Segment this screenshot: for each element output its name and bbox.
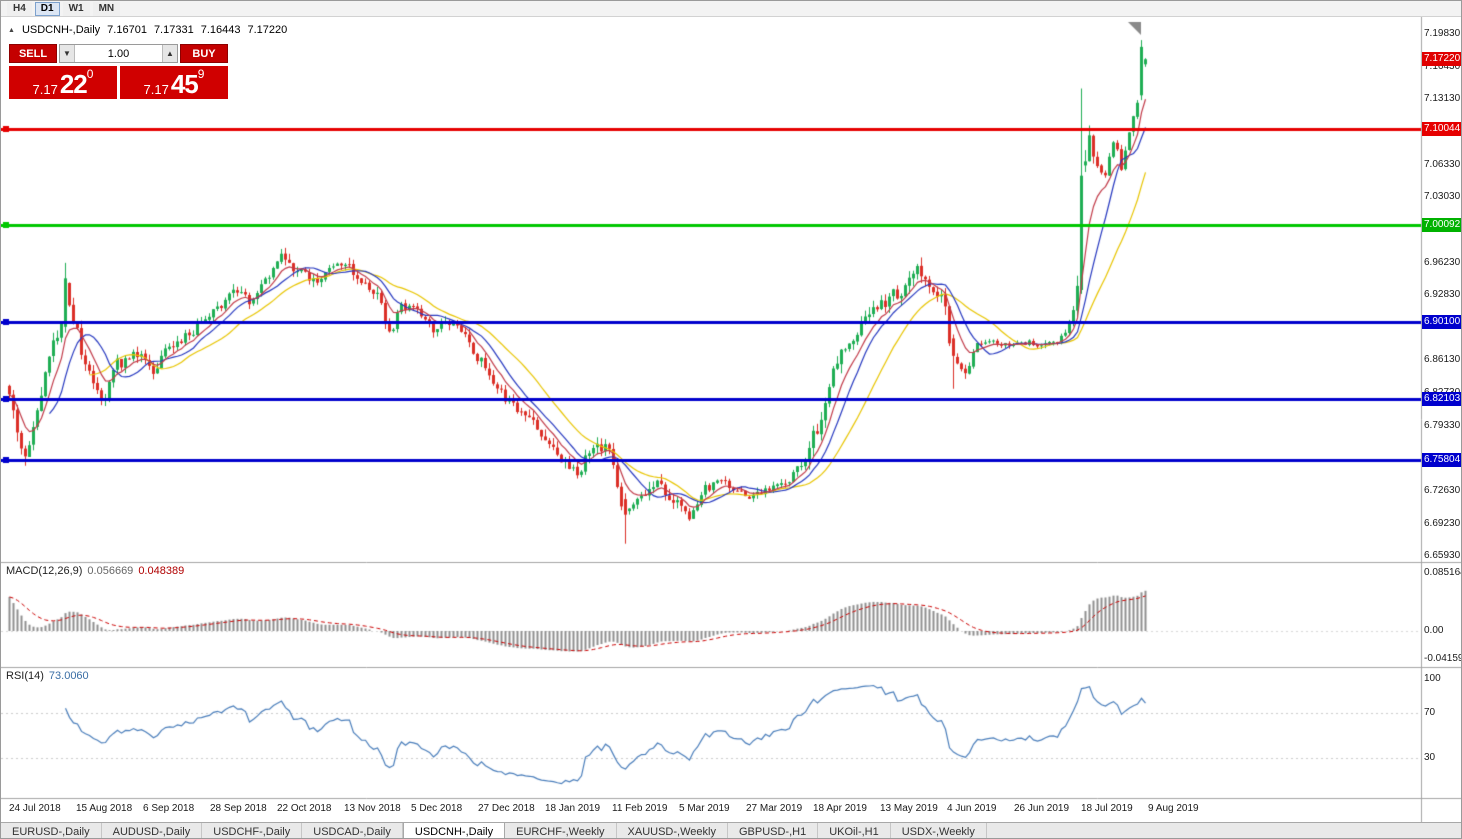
price-tick-label: 6.72630 <box>1424 485 1461 497</box>
timeframe-button-w1[interactable]: W1 <box>62 1 90 16</box>
one-click-trading-widget: SELL ▼ ▲ BUY 7.17 22 0 7.17 45 9 <box>9 44 228 99</box>
tab-gbpusd-h1[interactable]: GBPUSD-,H1 <box>728 823 819 838</box>
date-label: 22 Oct 2018 <box>277 803 332 814</box>
timeframe-button-d1[interactable]: D1 <box>34 1 60 16</box>
ask-price-main: 45 <box>170 69 199 99</box>
price-tick-label: 6.96230 <box>1424 256 1461 268</box>
ohlc-open-value: 7.16701 <box>107 24 147 36</box>
tab-usdcnh-daily[interactable]: USDCNH-,Daily <box>402 823 506 838</box>
date-label: 9 Aug 2019 <box>1148 803 1199 814</box>
volume-spinner: ▼ ▲ <box>59 44 178 63</box>
volume-input[interactable] <box>75 45 162 62</box>
date-label: 24 Jul 2018 <box>9 803 61 814</box>
trade-prices-row: 7.17 22 0 7.17 45 9 <box>9 66 228 99</box>
tab-audusd-daily[interactable]: AUDUSD-,Daily <box>102 823 203 838</box>
date-label: 11 Feb 2019 <box>612 803 668 814</box>
date-label: 4 Jun 2019 <box>947 803 997 814</box>
price-scale[interactable]: 7.19830 7.16430 7.13130 7.06330 7.03030 6.962… <box>1422 17 1461 822</box>
price-tick-label: 7.03030 <box>1424 190 1461 202</box>
ask-price-prefix: 7.17 <box>143 82 169 97</box>
macd-signal-value: 0.048389 <box>138 565 185 577</box>
tab-usdcad-daily[interactable]: USDCAD-,Daily <box>302 823 403 838</box>
macd-scale-label: 0.085164 <box>1424 567 1462 578</box>
tab-ukoil-h1[interactable]: UKOil-,H1 <box>818 823 891 838</box>
ohlc-low-value: 7.16443 <box>200 24 241 36</box>
date-axis[interactable]: 24 Jul 2018 15 Aug 2018 6 Sep 2018 28 Sep 2… <box>1 801 1421 819</box>
chart-tabs-bar: EURUSD-,Daily AUDUSD-,Daily USDCHF-,Daily U… <box>1 822 1461 838</box>
price-tick-label: 7.16430 <box>1424 60 1461 72</box>
price-tick-label: 7.06330 <box>1424 158 1461 170</box>
tab-xauusd-weekly[interactable]: XAUUSD-,Weekly <box>617 823 728 838</box>
price-level-badge: 6.90100 <box>1422 314 1461 329</box>
price-tick-label: 7.19830 <box>1424 28 1461 39</box>
date-label: 15 Aug 2018 <box>76 803 133 814</box>
price-level-badge: 7.10044 <box>1422 121 1461 136</box>
macd-scale-label: -0.041597 <box>1424 653 1461 665</box>
date-label: 27 Mar 2019 <box>746 803 803 814</box>
sell-button[interactable]: SELL <box>9 44 57 63</box>
date-label: 18 Jul 2019 <box>1081 803 1133 814</box>
bid-price-main: 22 <box>59 69 88 99</box>
price-tick-label: 6.92830 <box>1424 289 1461 301</box>
date-label: 26 Jun 2019 <box>1014 803 1070 814</box>
tab-eurusd-daily[interactable]: EURUSD-,Daily <box>1 823 102 838</box>
buy-price-button[interactable]: 7.17 45 9 <box>120 66 228 99</box>
macd-label: MACD(12,26,9) <box>6 565 83 577</box>
volume-decrease-button[interactable]: ▼ <box>60 45 75 62</box>
volume-increase-button[interactable]: ▲ <box>162 45 177 62</box>
price-level-badge: 6.82103 <box>1422 392 1461 407</box>
date-label: 27 Dec 2018 <box>478 803 535 814</box>
chart-header: ▲ USDCNH-,Daily 7.16701 7.17331 7.16443 … <box>8 24 287 36</box>
collapse-panel-icon[interactable]: ▲ <box>8 26 15 34</box>
price-tick-label: 6.86130 <box>1424 354 1461 366</box>
ask-price-pip: 9 <box>197 67 205 81</box>
chart-symbol-label: USDCNH-,Daily <box>21 24 101 36</box>
price-level-badge: 6.75804 <box>1422 453 1461 468</box>
price-tick-label: 6.65930 <box>1424 550 1461 561</box>
rsi-label: RSI(14) <box>6 670 44 682</box>
macd-indicator-label: MACD(12,26,9) 0.056669 0.048389 <box>6 565 184 577</box>
macd-scale-label: 0.00 <box>1424 625 1444 636</box>
ohlc-high-value: 7.17331 <box>153 24 194 36</box>
date-label: 5 Mar 2019 <box>679 803 730 814</box>
tab-usdx-weekly[interactable]: USDX-,Weekly <box>891 823 987 838</box>
price-level-badge: 7.17220 <box>1422 52 1461 67</box>
price-tick-label: 7.13130 <box>1424 92 1461 104</box>
timeframe-button-mn[interactable]: MN <box>92 1 121 16</box>
sell-price-button[interactable]: 7.17 22 0 <box>9 66 117 99</box>
tab-eurchf-weekly[interactable]: EURCHF-,Weekly <box>505 823 617 838</box>
rsi-scale-label: 100 <box>1424 673 1441 685</box>
date-label: 18 Apr 2019 <box>813 803 867 814</box>
rsi-scale-label: 70 <box>1424 707 1436 718</box>
rsi-scale-label: 30 <box>1424 752 1436 763</box>
ohlc-close-value: 7.17220 <box>247 24 288 36</box>
date-label: 18 Jan 2019 <box>545 803 601 814</box>
price-tick-label: 6.69230 <box>1424 518 1461 530</box>
date-label: 13 Nov 2018 <box>344 803 401 814</box>
trade-controls-row: SELL ▼ ▲ BUY <box>9 44 228 63</box>
macd-main-value: 0.056669 <box>87 565 134 577</box>
indicator-scales: 0.085164 0.00 -0.041597 100 70 30 <box>1422 17 1462 822</box>
price-tick-label: 6.79330 <box>1424 420 1461 432</box>
bid-price-pip: 0 <box>86 67 94 81</box>
date-label: 5 Dec 2018 <box>411 803 463 814</box>
price-chart-canvas[interactable] <box>1 17 1461 822</box>
bid-price-prefix: 7.17 <box>32 82 58 97</box>
price-level-badge: 7.00092 <box>1422 218 1461 233</box>
timeframe-toolbar: H4 D1 W1 MN <box>1 1 1461 17</box>
chart-window: ▲ USDCNH-,Daily 7.16701 7.17331 7.16443 … <box>1 17 1462 822</box>
timeframe-button-h4[interactable]: H4 <box>7 1 32 16</box>
date-label: 13 May 2019 <box>880 803 938 814</box>
rsi-indicator-label: RSI(14) 73.0060 <box>6 670 89 682</box>
tab-usdchf-daily[interactable]: USDCHF-,Daily <box>202 823 303 838</box>
buy-button[interactable]: BUY <box>180 44 228 63</box>
rsi-value: 73.0060 <box>48 670 89 682</box>
date-label: 6 Sep 2018 <box>143 803 195 814</box>
date-label: 28 Sep 2018 <box>210 803 267 814</box>
